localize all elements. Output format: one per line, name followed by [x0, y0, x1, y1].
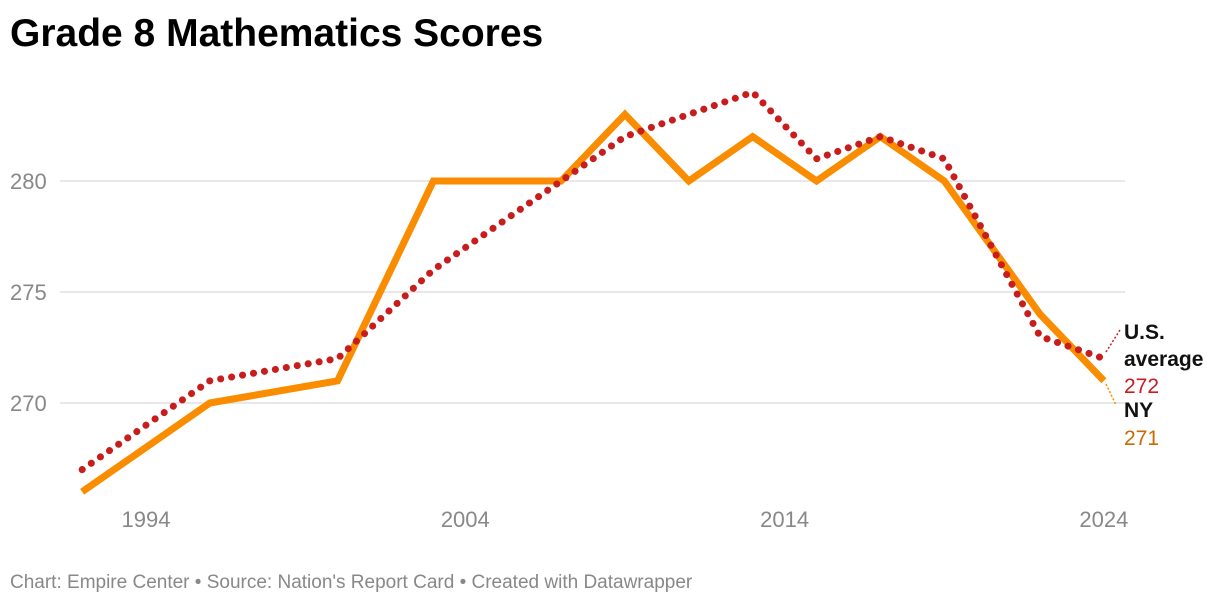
label-leader-ny: [1105, 383, 1117, 406]
x-tick-label: 2004: [441, 507, 490, 532]
end-value-ny: 271: [1124, 427, 1159, 450]
x-tick-label: 1994: [122, 507, 171, 532]
series-label-us-average: U.S.: [1124, 321, 1165, 344]
chart-footer: Chart: Empire Center • Source: Nation's …: [10, 572, 693, 593]
y-tick-label: 275: [10, 280, 47, 305]
x-tick-label: 2024: [1079, 507, 1128, 532]
y-tick-label: 280: [10, 169, 47, 194]
series-label-ny: NY: [1124, 399, 1153, 422]
series-line-us-average: [78, 88, 1108, 474]
series-line-ny: [80, 109, 1107, 495]
x-tick-label: 2014: [760, 507, 809, 532]
label-leader-us: [1105, 329, 1121, 353]
chart-title: Grade 8 Mathematics Scores: [10, 12, 544, 55]
line-chart: 270 275 280 1994 2004 2014 2024 U.S. average 272N…: [10, 88, 1203, 532]
series-label-us-average: average: [1124, 348, 1203, 371]
y-tick-label: 270: [10, 391, 47, 416]
end-value-us-average: 272: [1124, 375, 1159, 398]
